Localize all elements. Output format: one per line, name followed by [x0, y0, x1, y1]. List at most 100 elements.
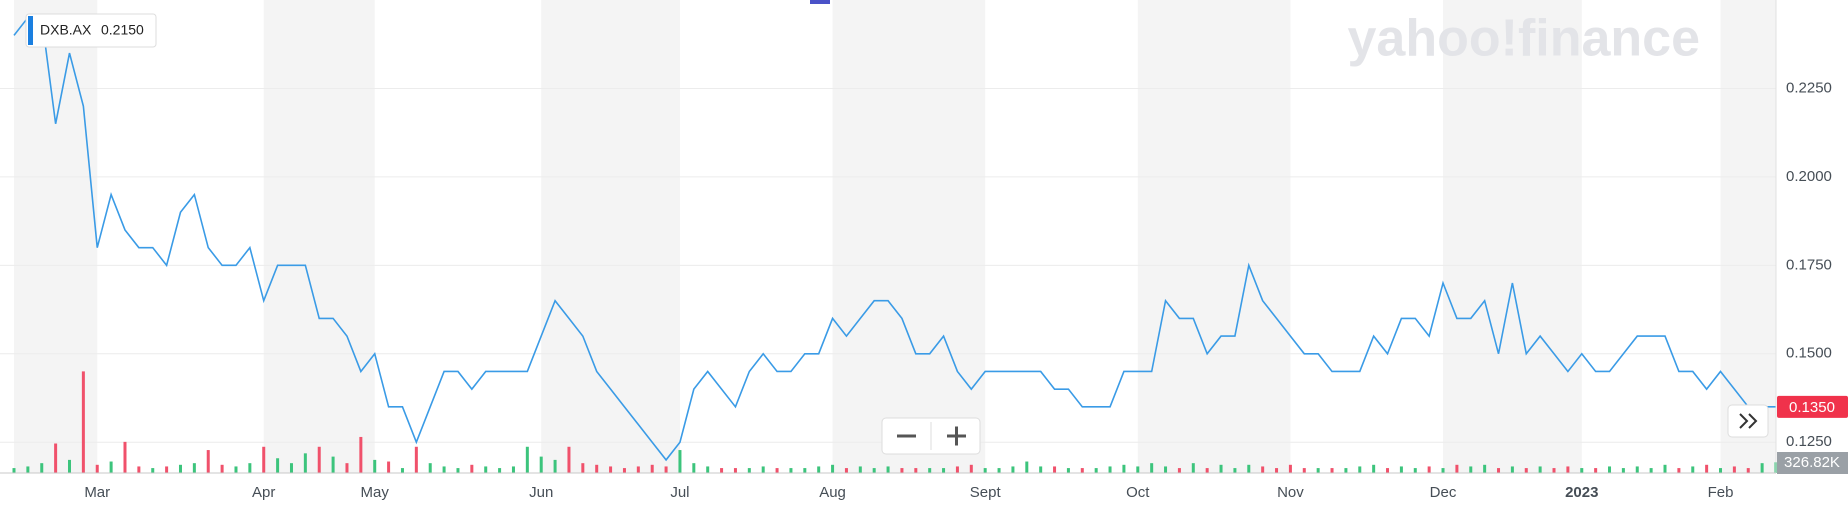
volume-bar: [1732, 466, 1736, 473]
x-tick-label: Mar: [84, 484, 110, 501]
volume-bar: [886, 466, 890, 473]
last-price-badge: [1777, 395, 1848, 418]
volume-bar: [1330, 468, 1334, 473]
volume-bar: [1136, 466, 1140, 473]
volume-bar: [331, 456, 335, 473]
volume-bar: [1275, 468, 1279, 473]
volume-bar: [1150, 463, 1154, 473]
volume-bar: [747, 468, 751, 473]
volume-bar: [803, 468, 807, 473]
volume-bar: [1316, 468, 1320, 473]
month-bands: [14, 0, 1776, 473]
volume-bar: [581, 463, 585, 473]
volume-bar: [1580, 468, 1584, 473]
volume-bar: [761, 466, 765, 473]
range-handle[interactable]: [810, 0, 830, 4]
volume-bar: [1080, 468, 1084, 473]
volume-bar: [151, 468, 155, 473]
volume-bar: [844, 468, 848, 473]
volume-bar: [817, 466, 821, 473]
volume-bar: [1705, 464, 1709, 473]
volume-bar: [1053, 466, 1057, 473]
volume-bar: [1566, 466, 1570, 473]
volume-bar: [1663, 464, 1667, 473]
volume-bar: [1108, 466, 1112, 473]
volume-bar: [40, 463, 44, 473]
volume-bar: [234, 466, 238, 473]
volume-bar: [484, 466, 488, 473]
volume-bar: [1372, 464, 1376, 473]
volume-bar: [1608, 466, 1612, 473]
volume-bar: [1469, 466, 1473, 473]
volume-bar: [428, 463, 432, 473]
volume-label: 326.82K: [1784, 454, 1840, 471]
volume-bar: [997, 468, 1001, 473]
volume-bar: [1233, 468, 1237, 473]
volume-bar: [81, 371, 85, 473]
volume-bar: [317, 446, 321, 473]
volume: [12, 371, 1778, 473]
band: [263, 0, 375, 473]
last-price-label: 0.1350: [1789, 399, 1835, 416]
volume-bar: [442, 466, 446, 473]
tooltip: DXB.AX 0.2150: [25, 13, 157, 48]
volume-bar: [1261, 466, 1265, 473]
volume-bar: [387, 461, 391, 473]
volume-bar: [609, 466, 613, 473]
volume-bar: [942, 468, 946, 473]
volume-bar: [1719, 468, 1723, 473]
volume-bar: [636, 466, 640, 473]
band: [541, 0, 680, 473]
volume-bar: [1691, 466, 1695, 473]
x-tick-label: 2023: [1565, 484, 1598, 501]
band: [1137, 0, 1291, 473]
volume-bar: [1399, 466, 1403, 473]
volume-bar: [511, 466, 515, 473]
volume-bar: [595, 464, 599, 473]
plot: [13, 16, 1776, 462]
volume-bar: [678, 450, 682, 473]
volume-bar: [220, 464, 224, 473]
volume-bar: [1649, 468, 1653, 473]
volume-bar: [789, 468, 793, 473]
volume-bar: [26, 466, 30, 473]
tooltip-name: DXB.AX: [40, 22, 92, 38]
volume-bar: [1344, 468, 1348, 473]
volume-bar: [414, 446, 418, 473]
band: [832, 0, 986, 473]
volume-bar: [192, 463, 196, 473]
price-line: [13, 16, 1776, 462]
volume-bar: [262, 446, 266, 473]
volume-bar: [539, 456, 543, 473]
volume-bar: [1538, 466, 1542, 473]
volume-bar: [456, 468, 460, 473]
y-tick-label: 0.2000: [1786, 168, 1832, 185]
volume-bar: [248, 463, 252, 473]
volume-bar: [470, 464, 474, 473]
volume-bar: [1524, 468, 1528, 473]
volume-bar: [498, 468, 502, 473]
volume-bar: [969, 464, 973, 473]
band: [1720, 0, 1776, 473]
volume-bar: [622, 468, 626, 473]
scroll-button[interactable]: [1727, 404, 1769, 438]
volume-bar: [137, 466, 141, 473]
volume-bar: [1386, 468, 1390, 473]
volume-bar: [1011, 466, 1015, 473]
volume-bar: [1094, 468, 1098, 473]
volume-bar: [54, 443, 58, 473]
volume-bar: [1205, 468, 1209, 473]
y-tick-label: 0.1750: [1786, 256, 1832, 273]
volume-bar: [289, 463, 293, 473]
volume-bar: [1746, 468, 1750, 473]
volume-bar: [1066, 468, 1070, 473]
x-tick-label: Dec: [1430, 484, 1457, 501]
volume-bar: [1635, 466, 1639, 473]
scroll-icon[interactable]: [1739, 413, 1758, 429]
volume-bar: [1621, 468, 1625, 473]
volume-bar: [400, 468, 404, 473]
volume-bar: [206, 450, 210, 473]
volume-bar: [567, 446, 571, 473]
volume-bar: [983, 468, 987, 473]
